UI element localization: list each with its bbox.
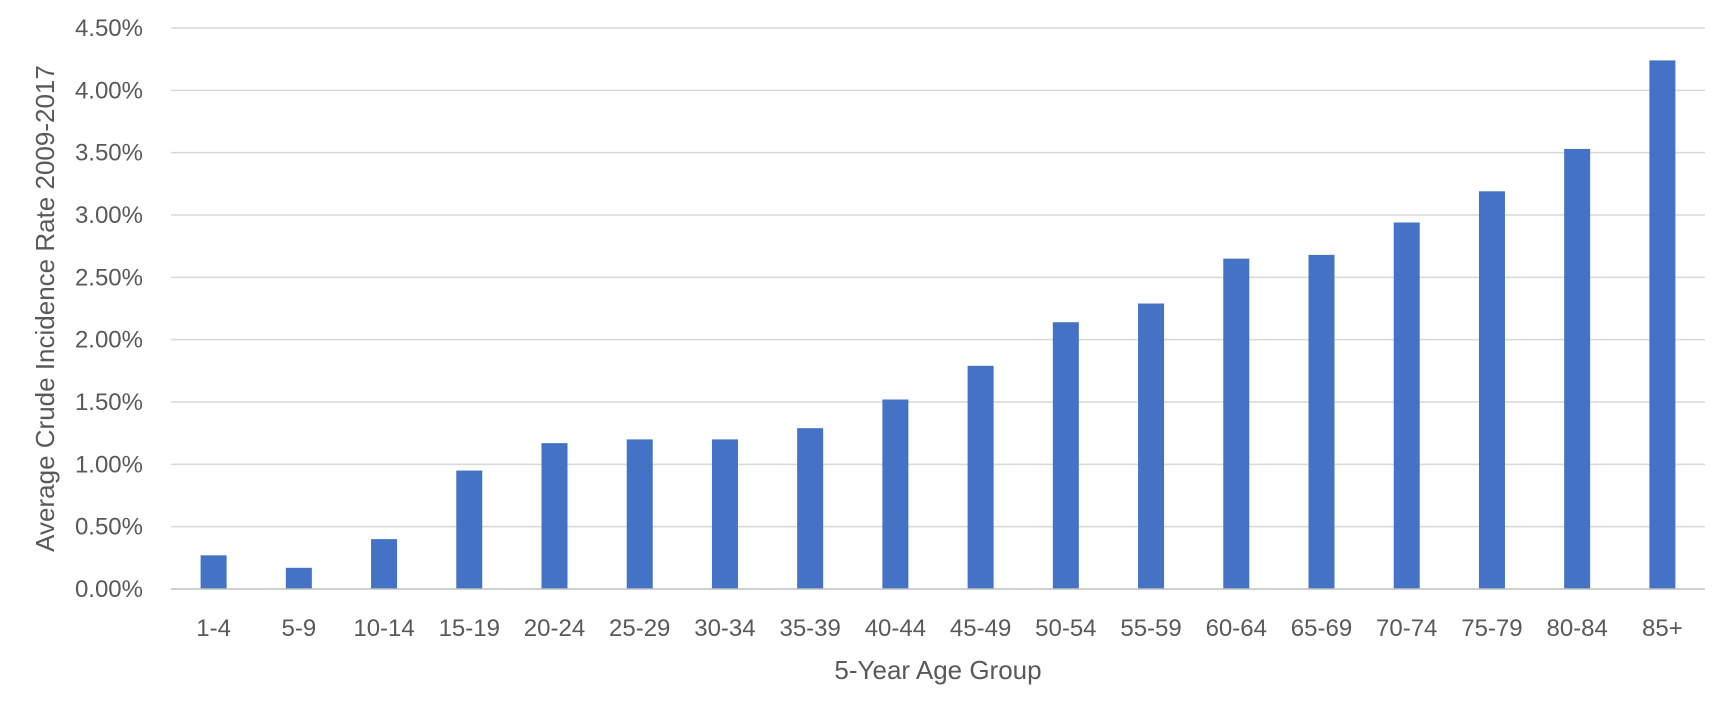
y-tick-label: 0.00% [75, 576, 143, 603]
bar-15-19 [456, 470, 483, 589]
x-tick-label: 70-74 [1376, 615, 1437, 642]
bar-80-84 [1564, 148, 1591, 589]
x-tick-label: 10-14 [353, 615, 414, 642]
bar-50-54 [1052, 322, 1079, 589]
x-tick-label: 15-19 [439, 615, 500, 642]
y-tick-label: 1.00% [75, 451, 143, 478]
bar-45-49 [967, 365, 994, 589]
x-tick-label: 65-69 [1291, 615, 1352, 642]
bar-55-59 [1138, 303, 1165, 589]
gridlines [171, 27, 1705, 528]
bar-5-9 [285, 567, 312, 589]
bar-85+ [1649, 60, 1676, 590]
bars [200, 60, 1676, 590]
x-tick-label: 45-49 [950, 615, 1011, 642]
x-tick-label: 55-59 [1120, 615, 1181, 642]
y-tick-label: 3.50% [75, 140, 143, 167]
y-tick-label: 2.00% [75, 327, 143, 354]
y-tick-label: 4.00% [75, 77, 143, 104]
y-tick-label: 0.50% [75, 514, 143, 541]
x-tick-label: 80-84 [1546, 615, 1607, 642]
x-tick-label: 20-24 [524, 615, 585, 642]
bar-35-39 [797, 428, 824, 589]
x-tick-label: 85+ [1642, 615, 1683, 642]
x-tick-label: 40-44 [865, 615, 926, 642]
bar-20-24 [541, 443, 568, 589]
bar-70-74 [1393, 222, 1420, 590]
x-tick-label: 60-64 [1206, 615, 1267, 642]
y-tick-label: 2.50% [75, 264, 143, 291]
y-tick-label: 4.50% [75, 15, 143, 42]
bar-1-4 [200, 555, 227, 589]
y-axis-ticks: 0.00% 0.50% 1.00% 1.50% 2.00% 2.50% 3.00% 3.50%… [75, 15, 143, 603]
x-tick-label: 5-9 [281, 615, 316, 642]
bar-30-34 [711, 439, 738, 589]
x-tick-label: 25-29 [609, 615, 670, 642]
x-tick-label: 75-79 [1461, 615, 1522, 642]
x-tick-label: 1-4 [196, 615, 231, 642]
x-axis-title: 5-Year Age Group [834, 655, 1041, 685]
y-tick-label: 3.00% [75, 202, 143, 229]
x-tick-label: 35-39 [779, 615, 840, 642]
bar-25-29 [626, 439, 653, 589]
y-tick-label: 1.50% [75, 389, 143, 416]
bar-65-69 [1308, 254, 1335, 590]
x-tick-label: 30-34 [694, 615, 755, 642]
bar-10-14 [371, 539, 398, 589]
x-tick-label: 50-54 [1035, 615, 1096, 642]
bar-40-44 [882, 399, 909, 589]
y-axis-title: Average Crude Incidence Rate 2009-2017 [30, 65, 60, 552]
bar-60-64 [1223, 258, 1250, 589]
bar-75-79 [1478, 191, 1505, 589]
x-axis-ticks: 1-4 5-9 10-14 15-19 20-24 25-29 30-34 35-39 40-4… [196, 615, 1682, 642]
